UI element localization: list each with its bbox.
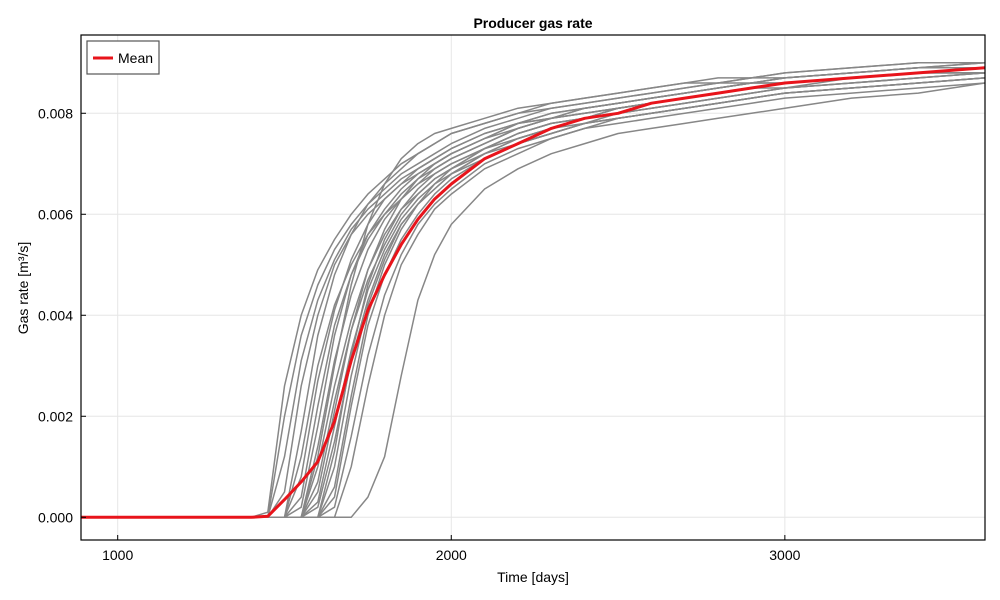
legend: Mean (86, 40, 160, 75)
ensemble-series-line (81, 62, 985, 519)
x-tick-label: 2000 (436, 547, 467, 563)
x-axis-label: Time [days] (497, 569, 569, 585)
chart-title: Producer gas rate (473, 15, 592, 31)
legend-label-mean: Mean (118, 50, 153, 66)
ensemble-series-line (81, 77, 986, 519)
plot-frame (80, 34, 986, 541)
y-tick-label: 0.008 (38, 105, 73, 121)
ensemble-series-line (81, 62, 986, 519)
ensemble-series-line (81, 67, 985, 519)
y-tick-label: 0.002 (38, 408, 73, 424)
series-lines (81, 62, 986, 519)
ensemble-series-line (81, 62, 985, 519)
mean-series-line (81, 66, 986, 519)
y-tick-label: 0.004 (38, 307, 73, 323)
y-tick-label: 0.000 (38, 509, 73, 525)
x-tick-label: 3000 (769, 547, 800, 563)
y-axis-label: Gas rate [m³/s] (15, 242, 31, 335)
axis-ticks: 1000 2000 3000 0.000 0.002 0.004 0.006 0.008 (38, 105, 801, 563)
ensemble-series-line (81, 82, 986, 519)
ensemble-series-line (81, 82, 986, 519)
x-tick-label: 1000 (102, 547, 133, 563)
y-tick-label: 0.006 (38, 206, 73, 222)
ensemble-series-line (81, 62, 986, 519)
